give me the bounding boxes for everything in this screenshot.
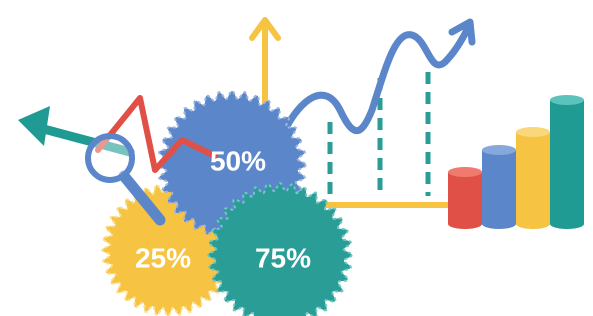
page: 50% 25% 75% (() => { const data = JSON.p…	[0, 0, 593, 316]
illustration: 50% 25% 75%	[0, 0, 593, 316]
badge-label: 50%	[210, 145, 266, 176]
cylinders	[448, 95, 584, 229]
badge-label: 75%	[255, 242, 311, 273]
badge-label: 25%	[135, 242, 191, 273]
trend-line	[285, 22, 472, 131]
